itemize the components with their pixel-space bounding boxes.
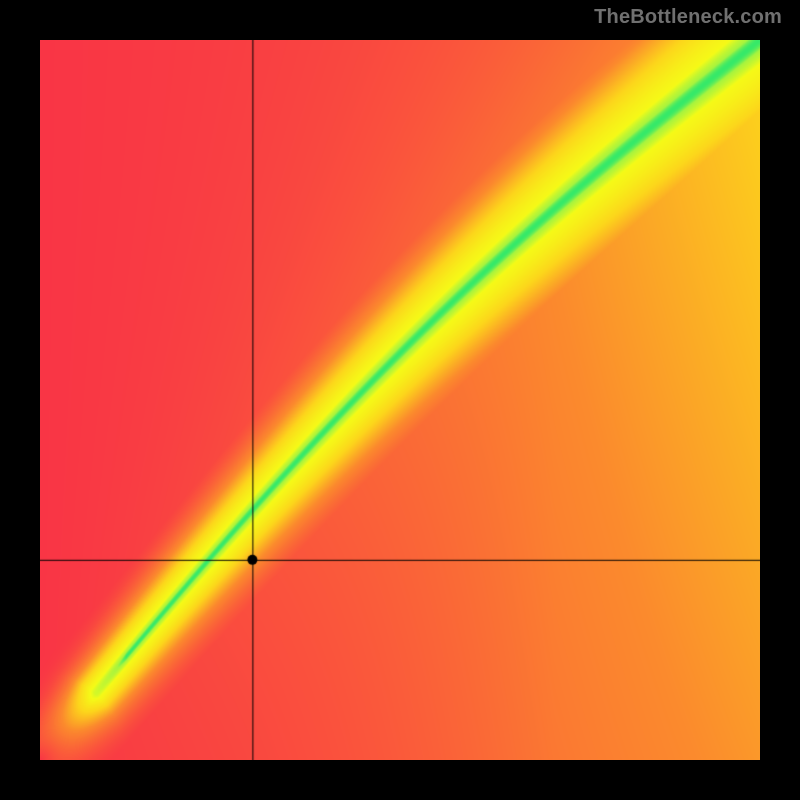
chart-container: TheBottleneck.com xyxy=(0,0,800,800)
bottleneck-heatmap xyxy=(40,40,760,760)
watermark-text: TheBottleneck.com xyxy=(594,6,782,29)
